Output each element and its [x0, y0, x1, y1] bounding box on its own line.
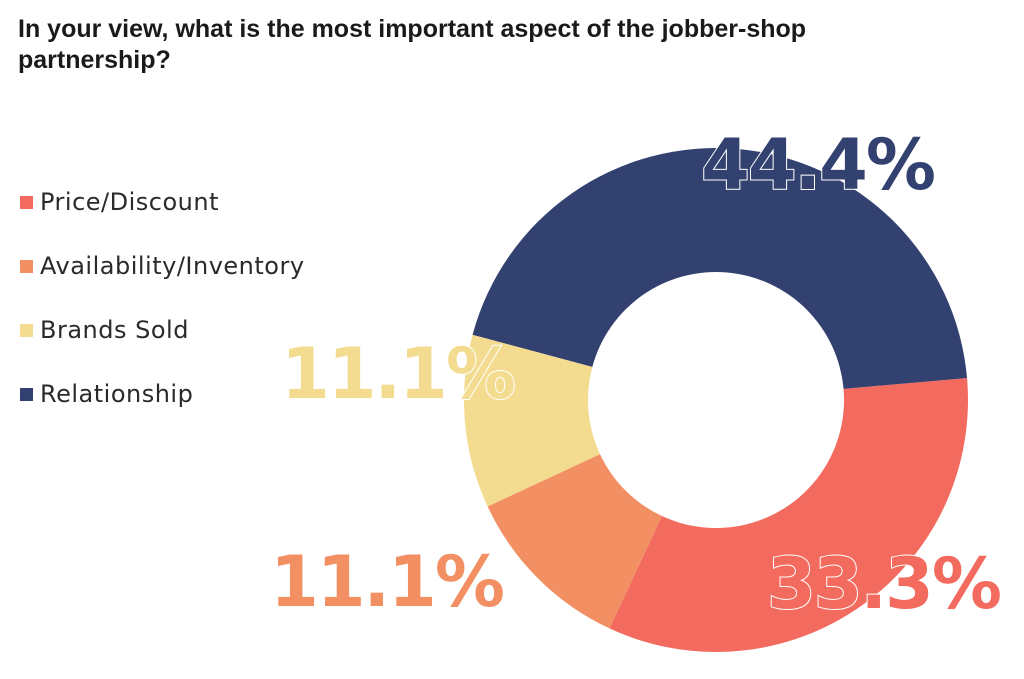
- legend-swatch-availability-inventory: [20, 259, 33, 273]
- legend-swatch-relationship: [20, 387, 33, 401]
- donut-slice-relationship: [472, 147, 968, 389]
- legend-item-relationship: Relationship: [20, 372, 305, 416]
- data-label-brands-sold: 11.1%: [281, 333, 514, 415]
- legend-label-brands-sold: Brands Sold: [40, 316, 189, 344]
- data-label-relationship: 44.4%: [701, 124, 934, 206]
- chart-title: In your view, what is the most important…: [18, 15, 807, 74]
- data-labels: 33.3% 11.1% 11.1% 44.4%: [269, 123, 1003, 626]
- donut-slices: [464, 147, 969, 653]
- legend-swatch-price-discount: [20, 195, 33, 209]
- donut-slice-price-discount: [609, 378, 969, 653]
- data-label-price-discount: 33.3%: [767, 543, 1000, 625]
- legend-label-price-discount: Price/Discount: [40, 188, 219, 216]
- legend-item-availability-inventory: Availability/Inventory: [20, 244, 305, 288]
- legend: Price/Discount Availability/Inventory Br…: [20, 180, 305, 436]
- legend-label-availability-inventory: Availability/Inventory: [40, 252, 305, 280]
- legend-item-brands-sold: Brands Sold: [20, 308, 305, 352]
- donut-slice-brands-sold: [464, 334, 600, 507]
- legend-item-price-discount: Price/Discount: [20, 180, 305, 224]
- legend-swatch-brands-sold: [20, 323, 33, 337]
- data-label-availability-inventory: 11.1%: [270, 541, 503, 623]
- donut-slice-availability-inventory: [487, 454, 662, 629]
- legend-label-relationship: Relationship: [40, 380, 194, 408]
